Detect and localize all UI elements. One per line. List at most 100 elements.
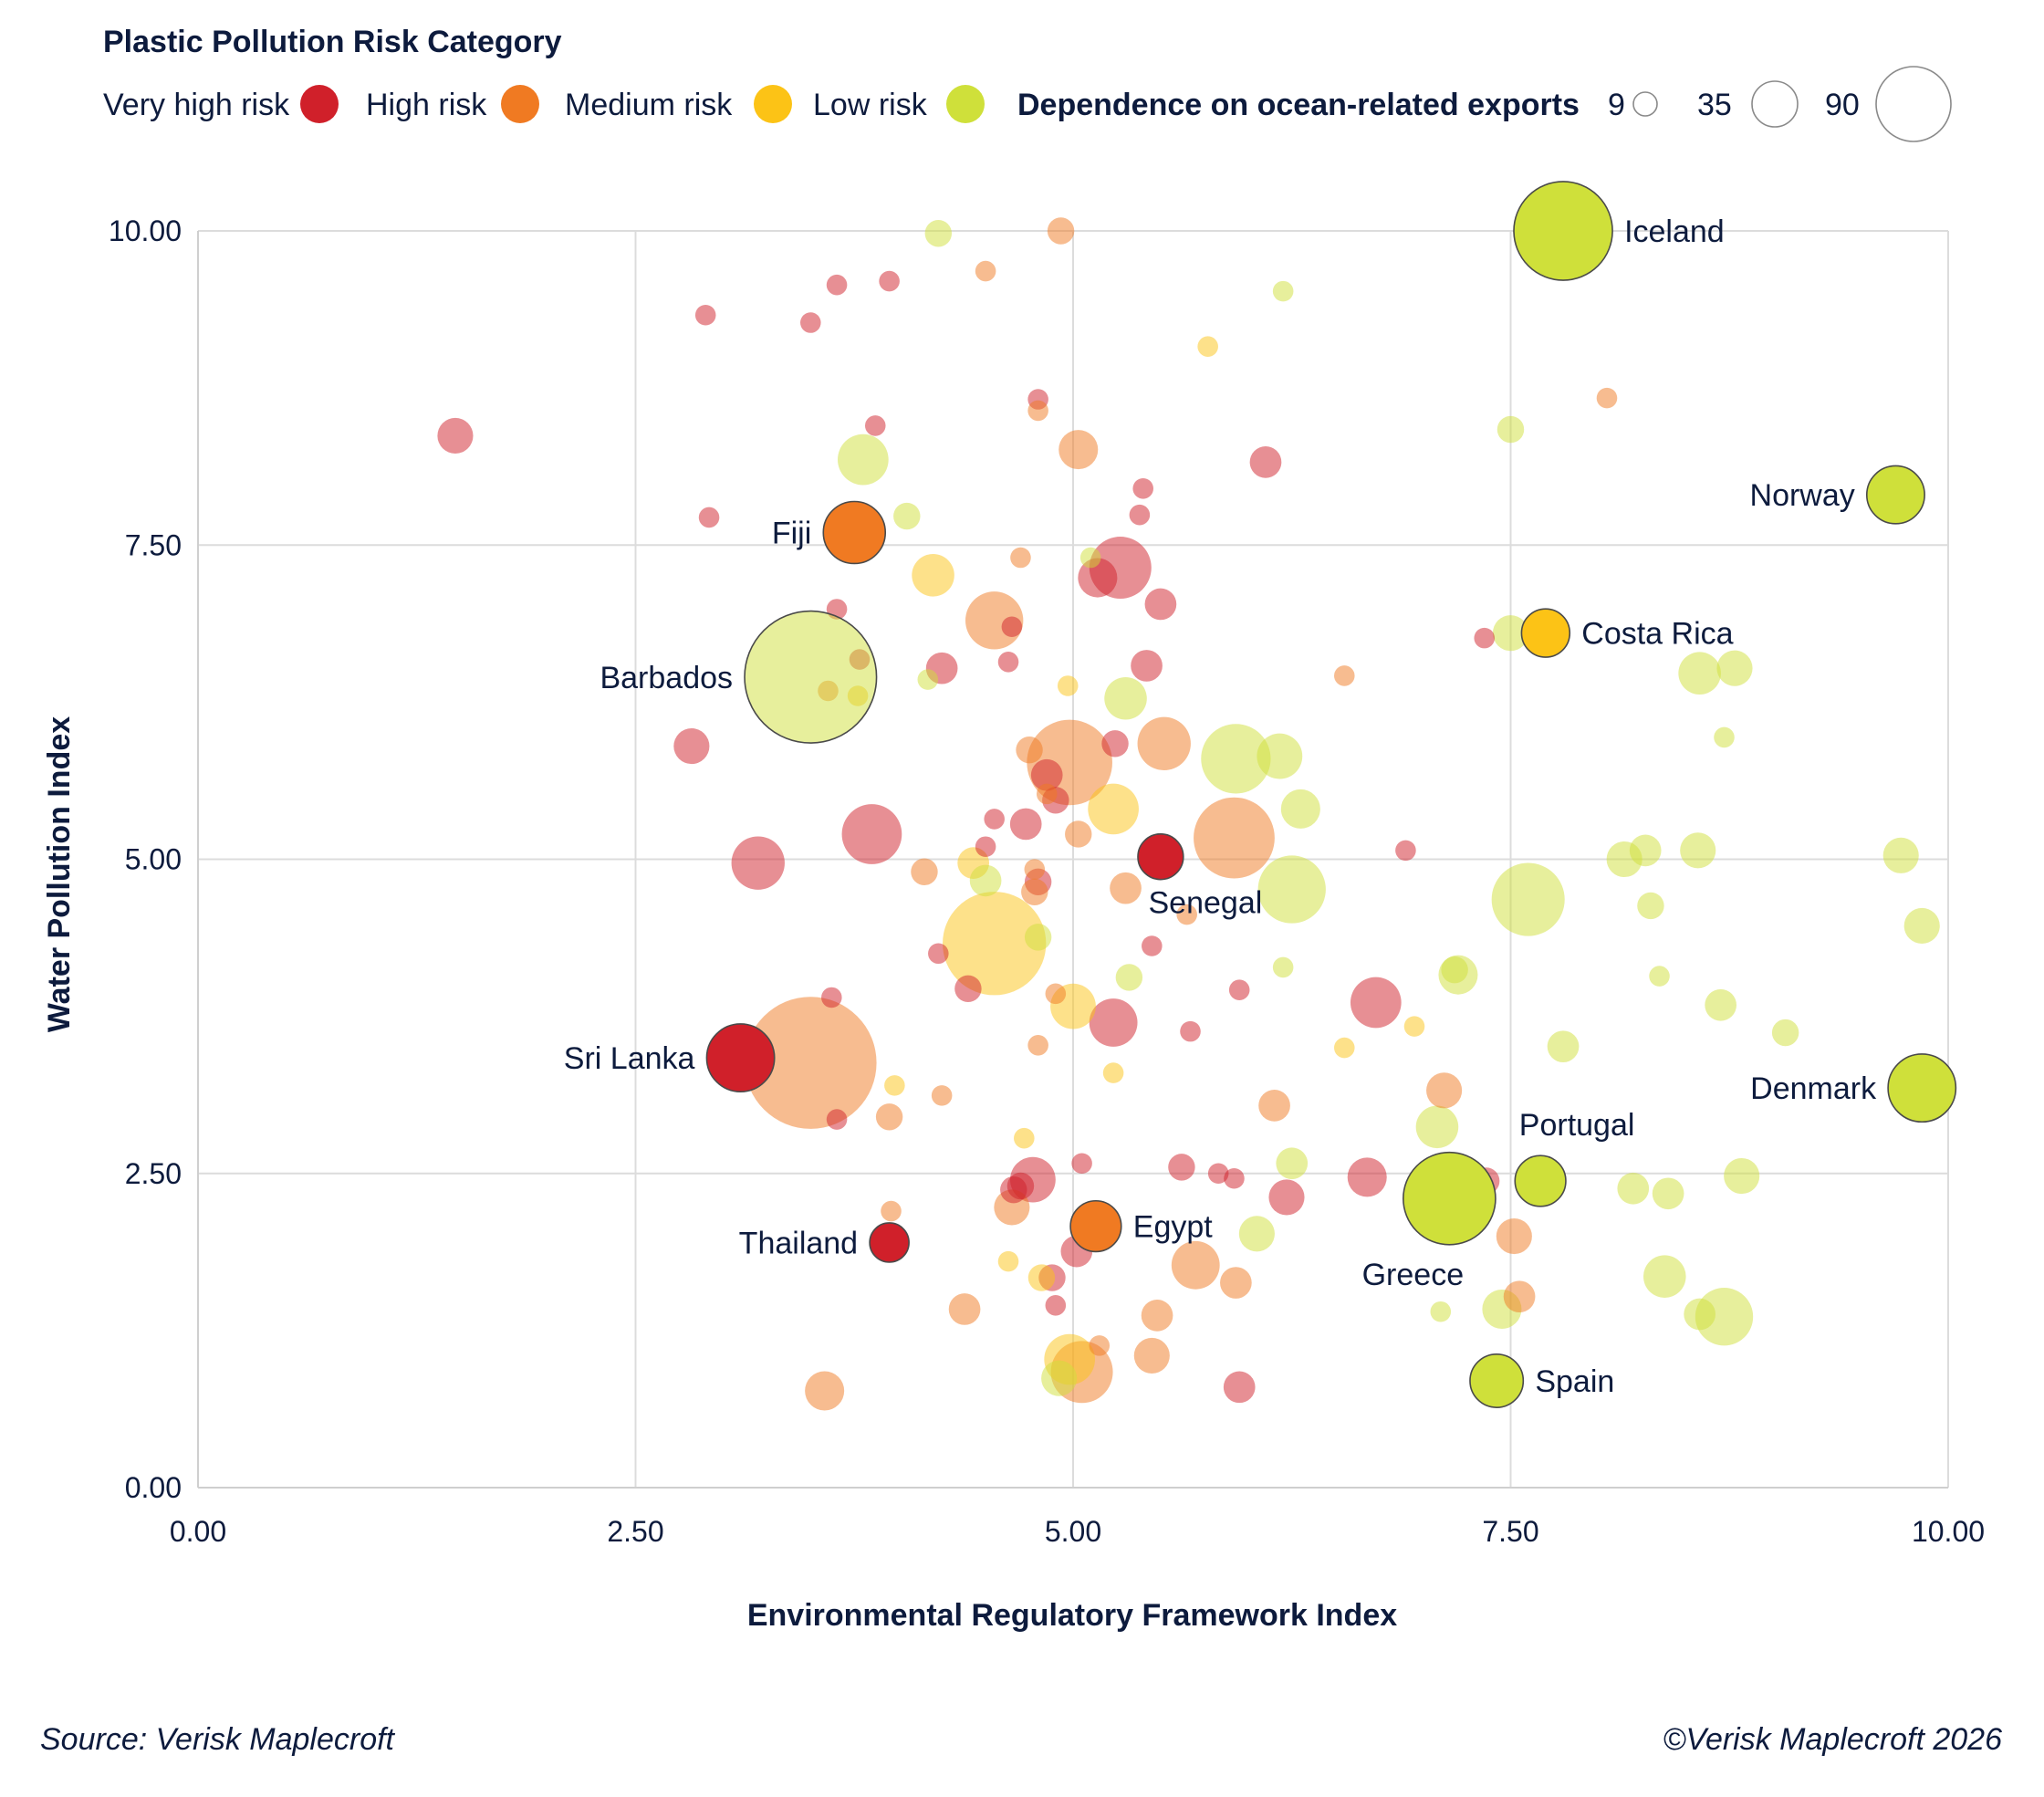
legend-swatch-high (501, 85, 539, 123)
bubble-very-high (1009, 808, 1042, 841)
bubble-very-high (984, 809, 1005, 830)
size-legend-circle (1875, 66, 1952, 142)
axes: 0.00 0.00 2.50 2.50 5.00 5.00 7.50 7.50 10.00 10.… (109, 214, 1985, 1548)
bubble-high (1010, 547, 1031, 569)
bubble-high (1089, 1335, 1111, 1356)
bubble-high (1027, 1035, 1048, 1056)
bubble-very-high (1228, 979, 1250, 1000)
highlight-bubble-sri-lanka (705, 1023, 776, 1093)
y-tick-label: 7.50 (125, 528, 182, 561)
bubble-low (1024, 924, 1052, 951)
x-tick-label: 10.00 (1912, 1515, 1985, 1548)
highlight-bubble-greece (1403, 1151, 1496, 1246)
bubble-low (1104, 676, 1147, 720)
bubble-medium (884, 1075, 905, 1096)
bubble-very-high (1395, 840, 1416, 862)
bubble-very-high (1347, 1157, 1387, 1197)
legend-swatch-medium (754, 85, 792, 123)
bubble-very-high (1078, 558, 1118, 598)
bubble-high (745, 997, 877, 1129)
bubble-low (1415, 1105, 1459, 1149)
bubble-low (1257, 855, 1326, 924)
bubble-low (1678, 652, 1721, 695)
bubble-low (1652, 1177, 1684, 1210)
bubble-high (1110, 872, 1142, 904)
bubble-very-high (928, 943, 949, 965)
bubble-low (1492, 615, 1529, 652)
bubble-very-high (731, 836, 785, 890)
bubble-very-high (975, 836, 996, 858)
bubble-high (1058, 430, 1099, 470)
legend: Plastic Pollution Risk Category Very hig… (103, 25, 1952, 142)
bubble-very-high (1474, 627, 1496, 649)
point-label-iceland: Iceland (1624, 214, 1725, 249)
size-legend-circle (1751, 80, 1799, 128)
bubble-low (1238, 1216, 1275, 1252)
point-label-barbados: Barbados (600, 661, 733, 695)
bubble-high (1503, 1280, 1536, 1313)
highlight-bubble-barbados (744, 610, 878, 744)
bubble-high (1220, 1267, 1252, 1299)
bubbles (437, 217, 1940, 1411)
source-note: Source: Verisk Maplecroft (40, 1722, 396, 1757)
highlight-bubble-thailand (869, 1222, 910, 1263)
bubble-medium (1197, 336, 1218, 357)
bubble-low (1272, 956, 1294, 978)
size-legend-label: 35 (1697, 88, 1732, 122)
bubble-medium (1403, 1016, 1425, 1037)
x-tick-label: 0.00 (170, 1515, 226, 1548)
bubble-very-high (1207, 1163, 1229, 1185)
bubble-high (1141, 1300, 1173, 1332)
point-label-senegal: Senegal (1149, 886, 1263, 921)
bubble-medium (1102, 1062, 1124, 1083)
bubble-high (875, 1103, 903, 1131)
point-label-egypt: Egypt (1133, 1210, 1213, 1245)
bubble-very-high (841, 804, 902, 864)
bubble-high (1258, 1090, 1290, 1122)
bubble-low (1547, 1030, 1580, 1063)
bubble-very-high (1101, 730, 1129, 757)
legend-title: Plastic Pollution Risk Category (103, 25, 562, 59)
bubble-high (1171, 1240, 1220, 1290)
bubble-low (1079, 547, 1101, 569)
x-axis-title: Environmental Regulatory Framework Index (747, 1598, 1397, 1633)
bubble-high (1194, 797, 1275, 879)
bubble-very-high (694, 304, 716, 326)
bubble-medium (1334, 1037, 1355, 1059)
bubble-very-high (1249, 446, 1282, 478)
bubble-high (1496, 1218, 1532, 1255)
bubble-high (881, 1200, 902, 1222)
x-tick-label: 5.00 (1045, 1515, 1101, 1548)
bubble-very-high (826, 1109, 848, 1130)
bubble-low (1441, 956, 1468, 984)
bubble-very-high (1006, 1172, 1035, 1200)
point-label-costa-rica: Costa Rica (1581, 617, 1733, 652)
point-labels: Iceland Norway Costa Rica Fiji Barbados Seneg… (564, 214, 1877, 1399)
highlight-bubble-egypt (1069, 1199, 1122, 1253)
bubble-low (1257, 733, 1303, 779)
legend-swatch-low (946, 85, 985, 123)
legend-label-medium: Medium risk (565, 88, 733, 122)
bubble-very-high (1350, 977, 1402, 1029)
bubble-medium (943, 892, 1047, 996)
point-label-spain: Spain (1535, 1364, 1614, 1399)
bubble-low (1496, 415, 1525, 444)
highlight-bubble-portugal (1514, 1154, 1567, 1207)
bubble-high (1176, 904, 1197, 925)
point-label-thailand: Thailand (739, 1226, 858, 1260)
size-legend-label: 90 (1825, 88, 1860, 122)
point-label-fiji: Fiji (772, 516, 811, 550)
bubble-very-high (673, 728, 710, 765)
bubble-high (1024, 859, 1046, 880)
bubble-very-high (864, 415, 886, 436)
bubble-very-high (1030, 758, 1063, 791)
point-label-denmark: Denmark (1750, 1071, 1877, 1106)
bubble-high (1036, 783, 1058, 805)
y-tick-label: 0.00 (125, 1471, 182, 1504)
bubble-low (1724, 1157, 1760, 1195)
bubble-medium (997, 1250, 1019, 1272)
bubble-low (1617, 1172, 1650, 1205)
bubble-low (1716, 650, 1753, 686)
bubble-very-high (879, 270, 900, 292)
bubble-very-high (698, 507, 720, 528)
